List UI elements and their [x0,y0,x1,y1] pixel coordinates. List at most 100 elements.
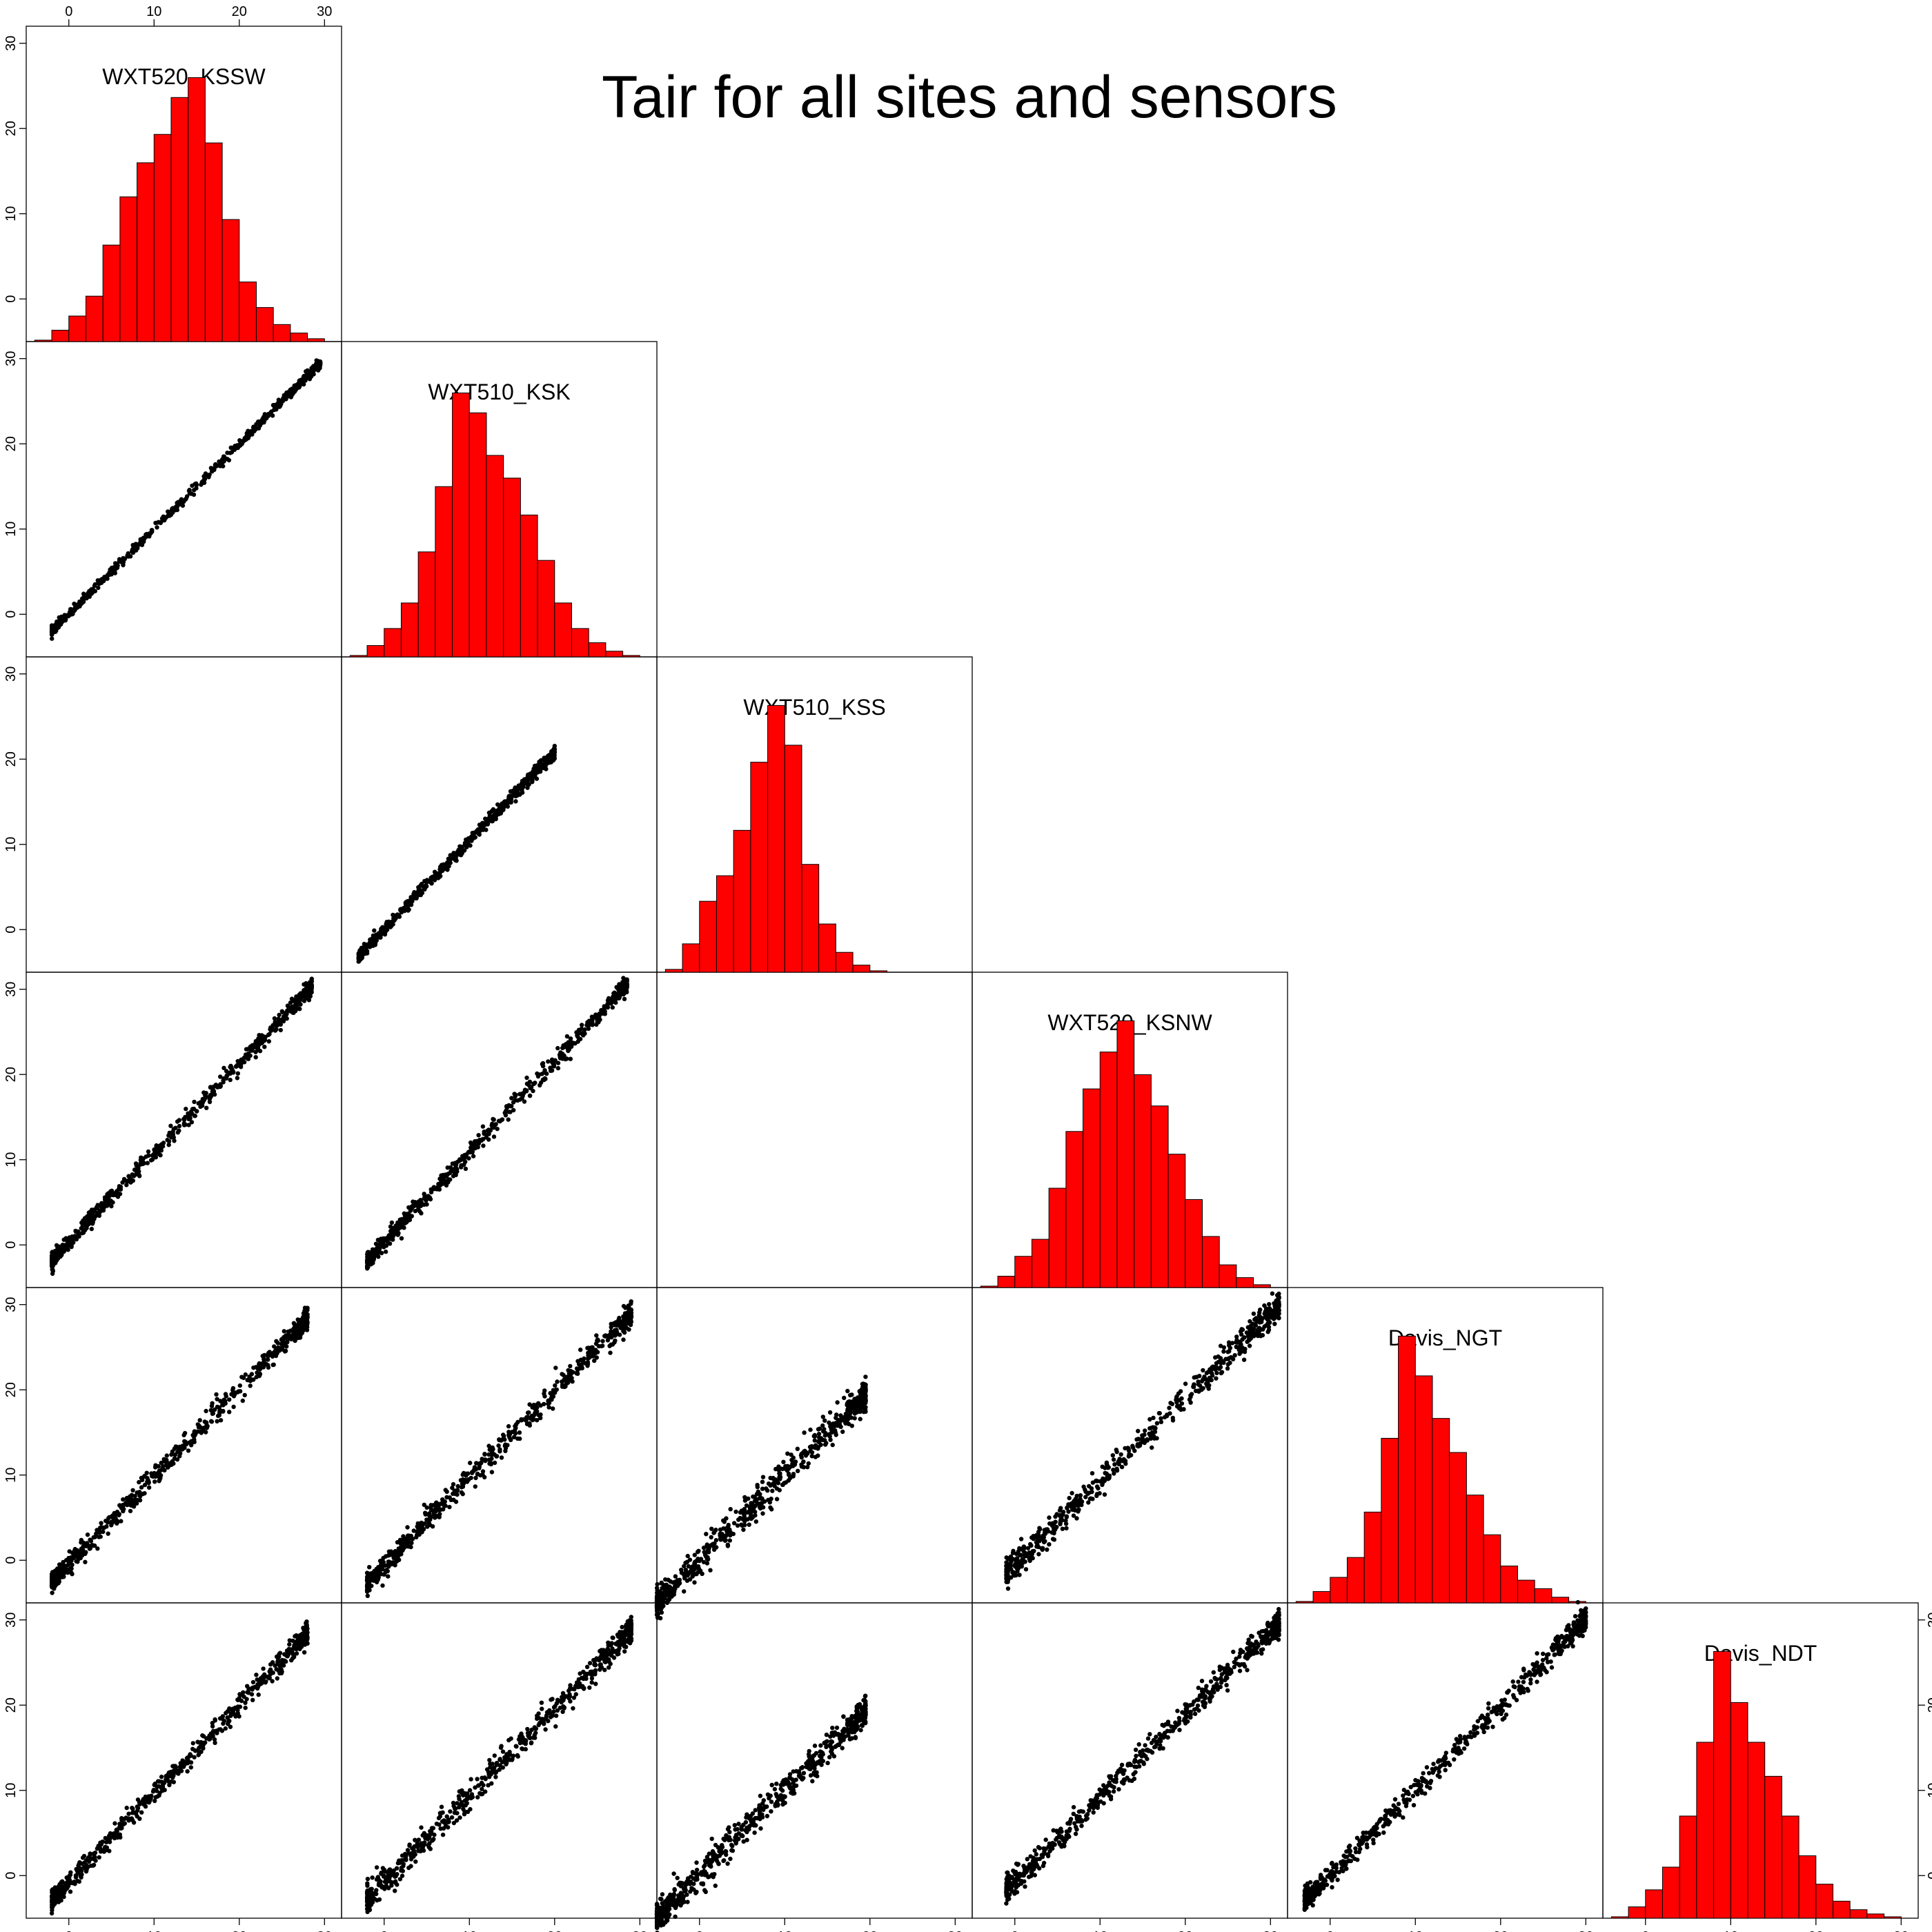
scatter-point [109,1203,114,1209]
scatter-point [437,1512,442,1517]
scatter-point [95,1210,100,1216]
scatter-point [406,1540,411,1545]
scatter-point [513,1425,518,1430]
histogram-bar [1628,1906,1646,1919]
scatter-point [98,1526,103,1530]
scatter-point [289,996,295,1001]
scatter-point [711,1545,717,1550]
histogram-bar [1295,1601,1314,1604]
scatter-point [743,1517,748,1522]
scatter-point [400,1541,405,1546]
scatter-point [494,1454,499,1459]
scatter-point [285,1003,290,1008]
scatter-point [762,1499,767,1504]
scatter-point [666,1590,671,1595]
scatter-point [291,1321,297,1325]
scatter-point [426,1511,432,1516]
scatter-point [226,457,232,463]
histogram-bar [1610,1916,1629,1919]
scatter-point [439,1501,444,1506]
scatter-point [399,1236,404,1241]
scatter-point [553,1366,558,1370]
scatter-point [781,1459,786,1464]
scatter-point [55,1245,60,1250]
histogram-bar [1730,1702,1748,1919]
histogram-bar [1517,1579,1535,1604]
scatter-point [164,1463,169,1468]
scatter-point [298,1002,303,1007]
scatter-point [395,913,400,918]
scatter-point [395,1228,400,1234]
scatter-point [386,1574,391,1579]
scatter-point [770,1488,775,1493]
scatter-point [738,1515,742,1521]
histogram-bar [1312,1591,1331,1604]
scatter-point [731,1521,737,1526]
scatter-point [546,753,551,758]
histogram-bar [733,829,751,973]
scatter-point [430,1508,435,1513]
scatter-point [484,821,489,826]
scatter-point [102,1195,108,1200]
scatter-point [513,1094,518,1099]
scatter-point [537,760,542,765]
scatter-point [178,1451,183,1456]
scatter-point [300,381,305,386]
scatter-point [209,1403,215,1408]
histogram-bar [1432,1418,1450,1604]
scatter-point [609,1329,613,1334]
scatter-point [504,1104,509,1109]
histogram-bar [1201,1236,1220,1288]
scatter-point [1064,1526,1069,1530]
scatter-point [754,1497,759,1502]
scatter-point [1060,1518,1065,1523]
scatter-point [464,845,469,849]
scatter-point [177,1123,182,1129]
scatter-point [380,1564,385,1568]
scatter-point [854,1404,858,1410]
scatter-point [70,1234,75,1239]
histogram-bar [1884,1916,1902,1919]
scatter-point [75,1559,80,1564]
scatter-point [205,1423,210,1429]
scatter-point [770,1481,776,1487]
scatter-point [534,776,540,781]
histogram-bar [818,923,836,973]
histogram-bar [1236,1277,1254,1288]
scatter-point [850,1400,855,1405]
scatter-point [842,1395,847,1401]
histogram-bar [980,1285,998,1288]
histogram-bar [366,645,385,658]
scatter-point [673,1574,678,1579]
scatter-point [665,1597,671,1603]
scatter-point [758,1506,763,1511]
scatter-point [167,1130,172,1136]
scatter-point [492,813,497,818]
scatter-point [531,1417,536,1422]
scatter-point [585,1346,590,1350]
scatter-point [704,1561,710,1566]
scatter-point [273,1020,277,1025]
scatter-point [150,1157,155,1162]
scatter-point [511,1100,516,1105]
scatter-point [531,1081,536,1086]
scatter-point [184,494,190,499]
histogram-bar [1398,1335,1416,1604]
scatter-point [1036,1552,1041,1557]
scatter-point [250,1048,255,1053]
scatter-point [379,1250,384,1256]
scatter-point [427,1195,432,1200]
scatter-point [540,1072,544,1076]
scatter-point [306,986,310,992]
scatter-point [459,1163,464,1168]
scatter-point [206,474,211,479]
scatter-point [609,1325,613,1330]
scatter-point [202,1419,207,1424]
scatter-point [509,1104,514,1109]
scatter-point [215,1404,220,1410]
scatter-point [1247,1343,1252,1348]
scatter-point [183,1122,188,1127]
scatter-point [223,1399,228,1403]
scatter-point [208,1085,213,1090]
scatter-point [551,1391,555,1397]
